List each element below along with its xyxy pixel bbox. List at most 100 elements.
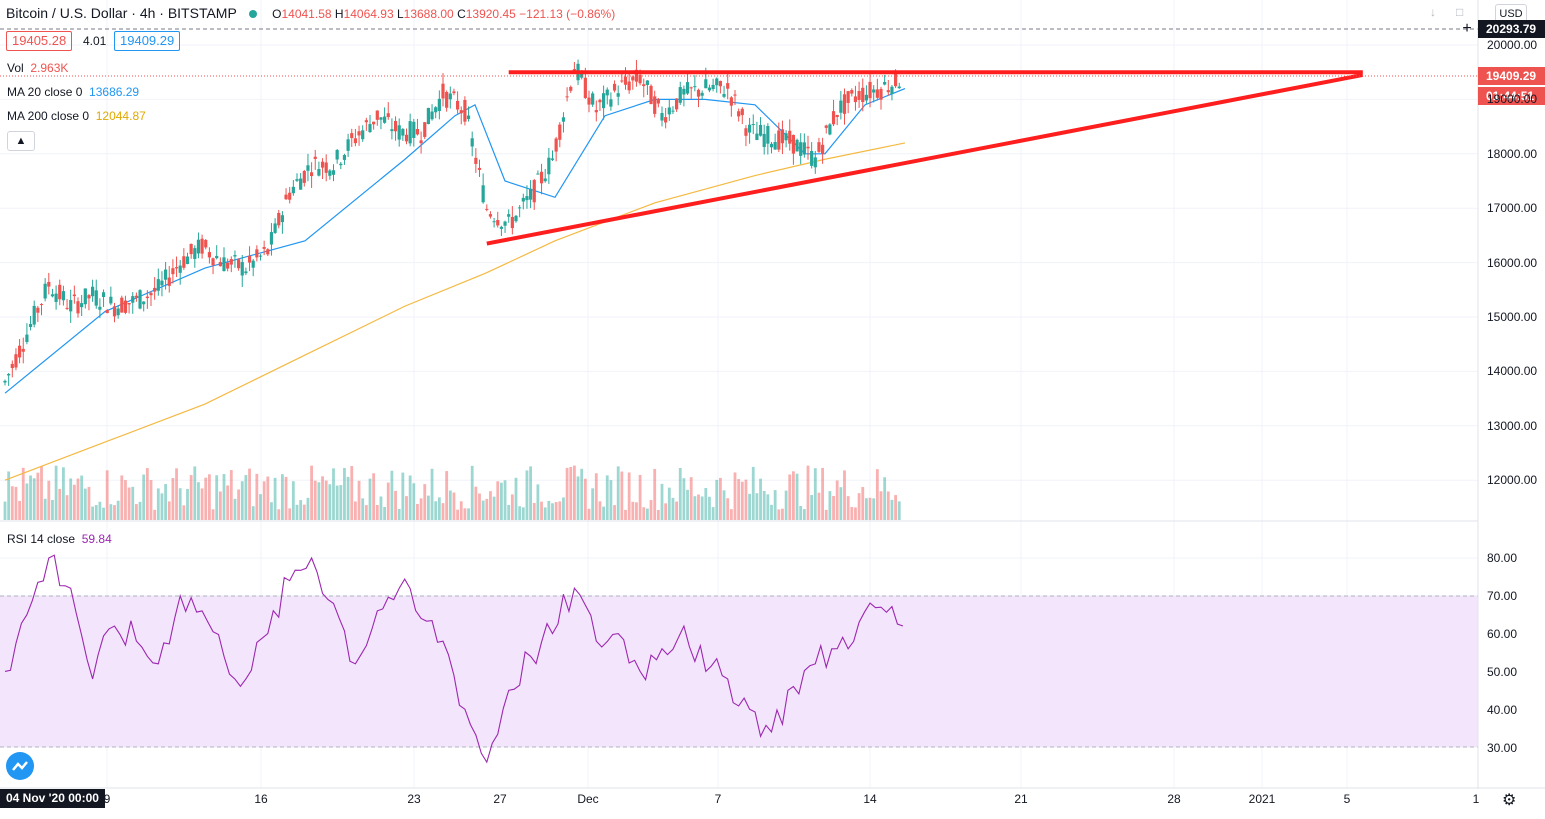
- volume-bars: [3, 465, 901, 520]
- bid-price-box[interactable]: 19405.28: [6, 31, 73, 51]
- volume-bar: [434, 501, 438, 520]
- volume-bar: [868, 497, 872, 520]
- candle-body: [80, 303, 84, 308]
- candle-body: [386, 113, 390, 118]
- candle-body: [116, 308, 120, 316]
- candle-body: [627, 81, 631, 91]
- support-trendline: [486, 72, 1364, 246]
- volume-bar: [182, 505, 186, 520]
- volume-bar: [573, 465, 576, 520]
- candle-body: [288, 192, 292, 200]
- volume-bar: [138, 501, 142, 520]
- candle-body: [894, 70, 898, 87]
- time-tick: 28: [1167, 792, 1181, 806]
- candle-body: [583, 77, 587, 99]
- candle-body: [200, 238, 204, 254]
- price-tick: 20000.00: [1487, 38, 1538, 52]
- collapse-legend-button[interactable]: ▲: [7, 131, 35, 151]
- volume-bar: [821, 467, 824, 520]
- candle-body: [229, 259, 233, 265]
- candle-body: [872, 89, 876, 93]
- volume-bar: [569, 466, 573, 520]
- candle-body: [846, 91, 850, 103]
- ma20-legend[interactable]: MA 20 close 0 13686.29: [7, 85, 140, 99]
- volume-bar: [489, 491, 492, 520]
- candle-body: [215, 255, 219, 259]
- volume-bar: [120, 475, 124, 520]
- volume-bar: [824, 509, 828, 520]
- symbol-title[interactable]: Bitcoin / U.S. Dollar · 4h · BITSTAMP O1…: [6, 5, 615, 21]
- volume-bar: [277, 509, 281, 520]
- volume-bar: [401, 472, 405, 520]
- volume-bar: [324, 480, 328, 520]
- candle-body: [247, 255, 252, 263]
- volume-bar: [83, 488, 87, 520]
- candle-body: [660, 112, 664, 121]
- gear-icon[interactable]: ⚙: [1502, 792, 1517, 809]
- volume-bar: [624, 509, 627, 520]
- volume-bar: [521, 507, 525, 520]
- ask-price-box[interactable]: 19409.29: [114, 31, 181, 51]
- candle-body: [868, 81, 872, 99]
- candle-body: [142, 301, 146, 305]
- add-icon[interactable]: +: [1462, 20, 1472, 37]
- volume-bar: [733, 472, 737, 520]
- volume-bar: [609, 480, 613, 520]
- volume-bar: [671, 497, 675, 520]
- candle-body: [518, 207, 522, 209]
- candle-body: [237, 259, 241, 269]
- maximize-icon[interactable]: □: [1456, 5, 1464, 19]
- volume-bar: [200, 488, 204, 520]
- volume-bar: [591, 488, 595, 520]
- candle-body: [799, 142, 803, 156]
- candle-body: [240, 262, 244, 276]
- candle-body: [510, 216, 514, 229]
- candle-body: [751, 124, 755, 126]
- volume-bar: [281, 474, 284, 520]
- volume-bar: [131, 486, 135, 520]
- tradingview-logo-icon[interactable]: [6, 752, 34, 780]
- candle-body: [711, 84, 715, 90]
- time-tick: 5: [1343, 792, 1351, 806]
- volume-bar: [375, 505, 379, 520]
- volume-bar: [846, 496, 850, 520]
- candle-body: [612, 83, 617, 91]
- volume-bar: [452, 492, 456, 520]
- volume-bar: [594, 473, 598, 520]
- candle-body: [718, 80, 722, 87]
- candle-body: [277, 212, 281, 226]
- candle-body: [383, 116, 387, 123]
- candle-body: [715, 78, 719, 86]
- candle-body: [357, 131, 361, 136]
- candle-body: [689, 87, 693, 89]
- volume-legend[interactable]: Vol 2.963K: [7, 61, 69, 75]
- volume-bar: [689, 477, 693, 520]
- volume-bar: [156, 488, 160, 520]
- volume-bar: [295, 504, 299, 520]
- volume-bar: [21, 467, 25, 520]
- volume-bar: [886, 491, 890, 520]
- candle-body: [178, 265, 182, 273]
- chevron-up-icon: ▲: [15, 135, 27, 147]
- candle-body: [459, 110, 463, 114]
- price-tick: 17000.00: [1487, 201, 1538, 215]
- volume-bar: [675, 501, 678, 520]
- volume-bar: [153, 509, 157, 520]
- volume-bar: [598, 501, 602, 520]
- ma200-legend[interactable]: MA 200 close 0 12044.87: [7, 109, 146, 123]
- candle-body: [631, 76, 635, 81]
- candle-body: [780, 129, 785, 144]
- volume-bar: [332, 468, 335, 520]
- candle-body: [404, 134, 409, 142]
- arrow-down-icon[interactable]: ↓: [1430, 5, 1436, 19]
- candle-body: [266, 249, 270, 255]
- volume-bar: [518, 506, 522, 520]
- volume-bar: [364, 505, 368, 520]
- volume-bar: [350, 466, 354, 520]
- candle-body: [10, 363, 14, 368]
- volume-bar: [759, 478, 762, 520]
- rsi-legend[interactable]: RSI 14 close 59.84: [7, 532, 112, 546]
- volume-bar: [554, 501, 558, 520]
- candle-body: [43, 283, 47, 299]
